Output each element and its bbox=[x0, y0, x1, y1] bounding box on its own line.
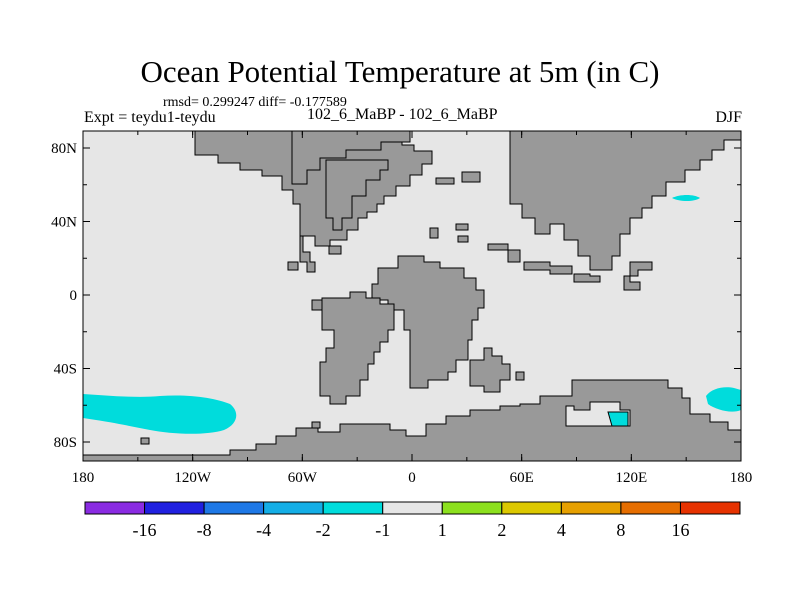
x-tick-label: 120E bbox=[615, 470, 647, 486]
colorbar-label: 16 bbox=[671, 520, 689, 540]
land-eurasia bbox=[509, 130, 742, 271]
colorbar-swatch bbox=[322, 501, 384, 515]
colorbar-swatch bbox=[203, 501, 265, 515]
land-africa bbox=[371, 255, 485, 389]
anomaly-inlet bbox=[607, 411, 629, 427]
land-southeast-asia bbox=[573, 273, 601, 283]
colorbar-swatch bbox=[620, 501, 681, 515]
land-subantarctic-island bbox=[140, 437, 150, 445]
land-south-america bbox=[319, 291, 395, 405]
y-tick-label: 40S bbox=[54, 362, 77, 378]
land-arabia bbox=[487, 243, 521, 263]
map-panel: 80N 40N 0 40S 80S 180 120W 60W 0 60E 120E 180 bbox=[51, 130, 752, 486]
anomaly-south-indian bbox=[706, 387, 741, 412]
colorbar-swatch bbox=[560, 501, 622, 515]
land-gulf-island bbox=[287, 261, 299, 271]
colorbar-swatch bbox=[84, 501, 146, 515]
land-south-sandwich-island bbox=[311, 421, 321, 429]
land-arctic-island bbox=[435, 177, 455, 185]
y-tick-label: 0 bbox=[70, 288, 78, 304]
land-greenland bbox=[325, 159, 389, 231]
x-tick-label: 0 bbox=[408, 470, 416, 486]
land-falklands bbox=[311, 299, 323, 311]
land-arctic-north-america bbox=[291, 130, 411, 185]
season-label: DJF bbox=[715, 109, 742, 126]
colorbar-label: -4 bbox=[256, 520, 271, 540]
colorbar-label: -8 bbox=[197, 520, 212, 540]
map-title: Ocean Potential Temperature at 5m (in C) bbox=[140, 54, 660, 89]
stats-text: rmsd= 0.299247 diff= -0.177589 bbox=[163, 95, 347, 110]
map-ticks: 80N 40N 0 40S 80S 180 120W 60W 0 60E 120E 180 bbox=[51, 131, 752, 486]
colorbar-label: 8 bbox=[616, 520, 625, 540]
x-tick-label: 60E bbox=[510, 470, 534, 486]
colorbar-swatch bbox=[501, 501, 562, 515]
land-caribbean-island bbox=[328, 245, 342, 255]
land-japan bbox=[623, 275, 641, 291]
land-central-america bbox=[299, 235, 316, 273]
x-tick-label: 60W bbox=[288, 470, 318, 486]
land-india-fragment bbox=[523, 261, 573, 275]
colorbar-swatch bbox=[679, 501, 741, 515]
land-mediterranean-island bbox=[457, 235, 469, 243]
period-label: 102_6_MaBP - 102_6_MaBP bbox=[307, 106, 498, 123]
x-tick-label: 120W bbox=[174, 470, 212, 486]
land-svalbard bbox=[461, 171, 481, 183]
land-masses bbox=[82, 130, 742, 462]
x-tick-label: 180 bbox=[72, 470, 95, 486]
anomaly-south-pacific bbox=[83, 394, 237, 434]
anomaly-north-pacific bbox=[672, 195, 700, 201]
y-tick-label: 80N bbox=[51, 141, 77, 157]
x-tick-label: 180 bbox=[730, 470, 753, 486]
colorbar-swatch bbox=[263, 501, 324, 515]
colorbar-swatch bbox=[144, 501, 205, 515]
experiment-label: Expt = teydu1-teydu bbox=[84, 109, 216, 126]
land-small-island bbox=[515, 371, 525, 381]
land-madagascar bbox=[469, 347, 511, 393]
land-scandinavia-fragment bbox=[455, 223, 469, 231]
colorbar-label: 4 bbox=[557, 520, 566, 540]
colorbar-label: -16 bbox=[133, 520, 157, 540]
colorbar-label: -2 bbox=[316, 520, 331, 540]
colorbar-label: 2 bbox=[497, 520, 506, 540]
colorbar: -16 -8 -4 -2 -1 1 2 4 8 16 bbox=[84, 501, 741, 540]
land-antarctica bbox=[82, 379, 742, 462]
y-tick-label: 80S bbox=[54, 435, 77, 451]
land-british-isles bbox=[429, 227, 439, 239]
colorbar-label: -1 bbox=[375, 520, 390, 540]
y-tick-label: 40N bbox=[51, 215, 77, 231]
colorbar-label: 1 bbox=[438, 520, 447, 540]
colorbar-swatch bbox=[382, 501, 443, 515]
colorbar-swatch bbox=[441, 501, 503, 515]
